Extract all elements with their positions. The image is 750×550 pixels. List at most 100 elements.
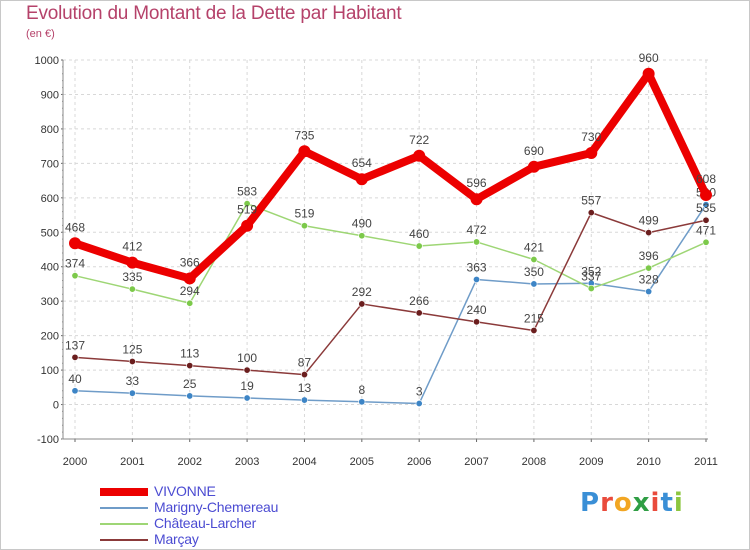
y-tick-label: 800 [41,124,59,136]
data-point [358,398,366,406]
data-point [473,275,481,283]
data-label: 363 [467,260,487,274]
data-label: 460 [409,227,429,241]
data-point [415,400,423,408]
x-tick-label: 2005 [350,456,374,468]
data-label: 125 [122,342,142,356]
logo-letter: x [632,488,651,518]
data-label: 374 [65,257,85,271]
data-point [69,237,81,250]
y-tick-label: 300 [41,296,59,308]
legend-item: Château-Larcher [100,515,360,532]
proxiti-logo: Proxiti [580,488,684,518]
legend-item: Marigny-Chemereau [100,499,360,516]
data-point [241,219,254,232]
series-line-mar-ay [74,211,707,376]
data-point [300,222,308,230]
data-point [585,147,598,160]
data-label: 19 [240,379,254,393]
data-point [415,309,423,317]
data-label: 583 [237,185,257,199]
data-point [186,299,194,307]
data-label: 519 [294,207,314,221]
x-tick-label: 2004 [292,456,316,468]
data-point [473,238,481,246]
y-tick-label: 700 [41,158,59,170]
series-line-vivonne [73,69,710,283]
legend-label: Marigny-Chemereau [154,499,279,515]
logo-letter: i [650,488,661,518]
data-label: 215 [524,311,544,325]
data-point [300,396,308,404]
data-label: 266 [409,294,429,308]
data-label: 535 [696,201,716,215]
data-label: 113 [180,347,199,361]
y-tick-label: 200 [41,331,59,343]
data-point [702,201,710,209]
x-tick-label: 2000 [63,456,87,468]
x-tick-label: 2010 [636,456,660,468]
data-label: 40 [68,372,82,386]
data-point [300,371,308,379]
data-label: 499 [639,214,659,228]
data-label: 33 [126,374,140,388]
data-label: 352 [581,264,601,278]
data-label: 3 [416,385,423,399]
data-point [243,200,251,208]
data-point [530,280,538,288]
legend-label: VIVONNE [154,483,216,499]
legend-swatch [100,488,148,496]
x-tick-label: 2006 [407,456,431,468]
y-tick-label: 500 [41,227,59,239]
data-point [413,149,426,162]
data-label: 328 [639,273,659,287]
x-tick-label: 2007 [464,456,488,468]
data-point [470,193,483,206]
data-point [128,357,136,365]
logo-letter: o [613,488,633,518]
data-label: 25 [183,377,197,391]
data-point [645,288,653,296]
data-label: 960 [639,51,659,65]
y-tick-label: 0 [53,400,59,412]
x-tick-label: 2001 [120,456,144,468]
data-label: 730 [581,130,601,144]
data-label: 350 [524,265,544,279]
data-point [642,67,655,80]
data-label: 396 [639,249,659,263]
data-point [298,145,311,158]
data-label: 87 [298,356,312,370]
data-label: 490 [352,217,372,231]
data-label: 421 [524,240,544,254]
data-point [71,353,79,361]
data-point [527,160,540,173]
data-point [645,264,653,272]
x-tick-label: 2008 [522,456,546,468]
data-point [128,389,136,397]
series-line-marigny-chemereau [74,204,707,405]
data-point [186,362,194,370]
series-line-ch-teau-larcher [74,202,707,304]
y-tick-label: 900 [41,89,59,101]
data-point [530,326,538,334]
data-label: 137 [65,338,85,352]
data-label: 8 [358,383,365,397]
data-label: 690 [524,144,544,158]
data-label: 735 [294,128,314,142]
y-tick-label: 400 [41,262,59,274]
data-point [358,232,366,240]
data-label: 292 [352,285,372,299]
data-point [587,209,595,217]
data-label: 366 [180,255,200,269]
logo-letter: r [600,488,614,518]
legend-item: VIVONNE [100,483,360,500]
x-tick-label: 2002 [177,456,201,468]
chart-title: Evolution du Montant de la Dette par Hab… [26,3,402,24]
x-tick-label: 2009 [579,456,603,468]
y-tick-label: 600 [41,193,59,205]
data-label: 100 [237,351,257,365]
x-tick-label: 2011 [694,456,718,468]
data-point [702,216,710,224]
